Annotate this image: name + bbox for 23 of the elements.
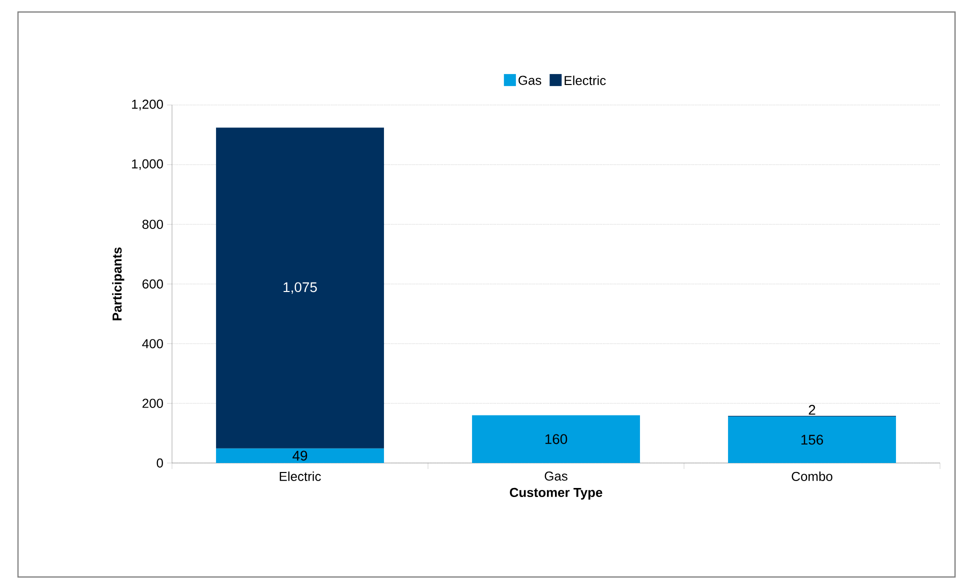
data-label: 49 (292, 450, 308, 461)
data-label: 156 (801, 434, 824, 445)
y-tick-label: 1,000 (132, 159, 163, 170)
y-tick-label: 1,200 (132, 100, 163, 110)
legend-label: Gas (518, 76, 542, 85)
x-tick-label: Combo (792, 472, 832, 482)
y-tick-label: 0 (156, 458, 163, 468)
bar (216, 128, 384, 448)
data-label: 1,075 (284, 282, 317, 294)
legend-label: Electric (564, 76, 606, 86)
y-tick-label: 200 (142, 398, 163, 408)
x-tick-label: Electric (280, 472, 321, 482)
data-label: 160 (545, 434, 568, 444)
bar (472, 415, 640, 463)
x-tick-label: Gas (544, 472, 568, 481)
x-axis-title: Customer Type (510, 488, 602, 500)
data-label: 2 (808, 404, 816, 415)
bar (216, 448, 384, 463)
y-tick-label: 400 (142, 339, 163, 348)
y-tick-label: 600 (142, 279, 163, 289)
y-axis-title: Participants (112, 247, 124, 320)
y-tick-label: 800 (142, 220, 163, 229)
bar (728, 416, 896, 463)
